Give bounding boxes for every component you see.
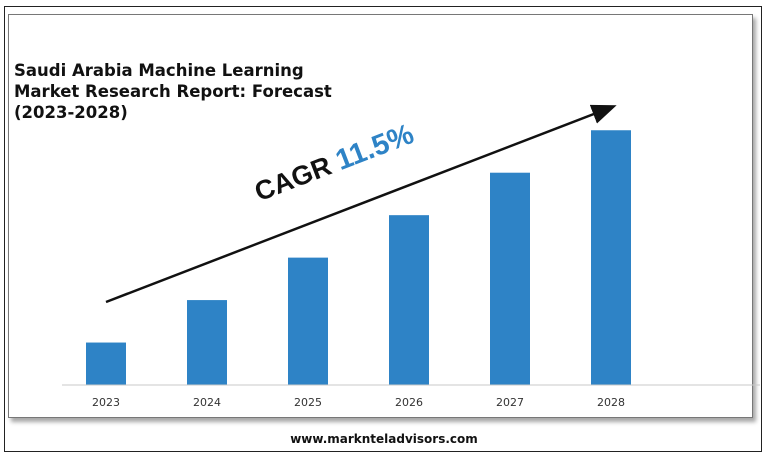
x-tick-label-2025: 2025 [294,396,322,409]
x-tick-label-2024: 2024 [193,396,221,409]
x-tick-label-2028: 2028 [597,396,625,409]
chart-title-line-2: Market Research Report: Forecast [14,82,332,101]
bars-group [86,130,631,385]
cagr-arrow [105,104,617,304]
x-tick-label-2023: 2023 [92,396,120,409]
bar-2023 [86,342,126,385]
x-tick-label-2027: 2027 [496,396,524,409]
chart-title-line-3: (2023-2028) [14,103,128,122]
bar-2028 [591,130,631,385]
x-tick-label-2026: 2026 [395,396,423,409]
bar-2024 [187,300,227,385]
bar-2027 [490,172,530,385]
outer-frame [4,6,762,452]
bar-2026 [389,215,429,385]
footer-url: www.marknteladvisors.com [290,432,478,446]
x-tick-labels: 2023 2024 2025 2026 2027 2028 [92,396,625,409]
chart-title: Saudi Arabia Machine Learning Market Res… [14,60,332,123]
chart-title-line-1: Saudi Arabia Machine Learning [14,61,304,80]
bar-2025 [288,257,328,385]
